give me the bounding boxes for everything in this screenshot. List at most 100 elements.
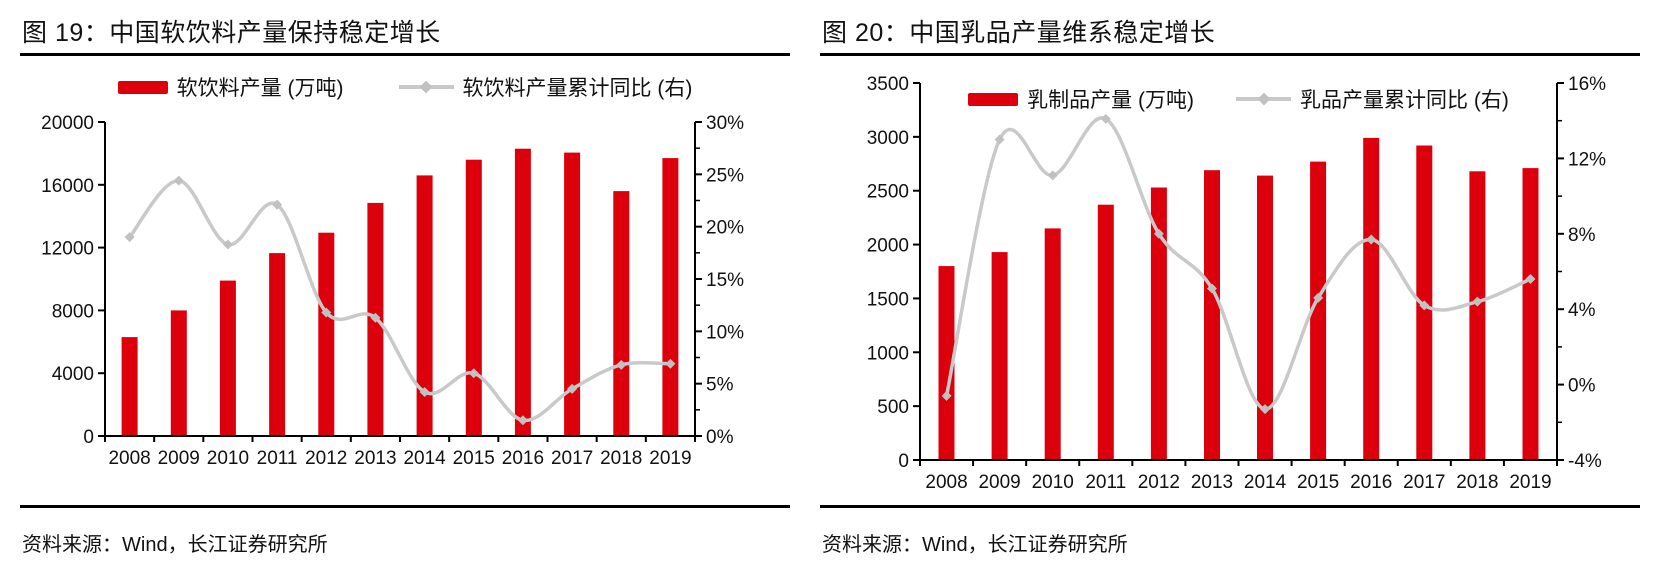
- figure-20-title-rule: [820, 53, 1640, 56]
- marker-2013: [370, 312, 381, 323]
- right-axis-label: 30%: [706, 113, 744, 134]
- bar-2014: [416, 175, 433, 436]
- x-axis-label-2009: 2009: [158, 448, 200, 469]
- marker-2019: [665, 358, 676, 369]
- bar-2015: [465, 159, 482, 436]
- yoy-line: [944, 116, 1533, 411]
- x-axis-label-2013: 2013: [354, 448, 396, 469]
- x-axis-label-2008: 2008: [925, 472, 967, 493]
- x-axis-label-2018: 2018: [600, 448, 642, 469]
- bar-2008: [938, 266, 955, 460]
- legend-item-line: 软饮料产量累计同比 (右): [398, 72, 693, 102]
- line-legend-label: 软饮料产量累计同比 (右): [462, 77, 693, 100]
- x-axis-label-2017: 2017: [551, 448, 593, 469]
- right-axis-label: 4%: [1568, 300, 1596, 321]
- bar-2016: [1363, 137, 1380, 460]
- marker-2018: [1472, 296, 1483, 307]
- x-axis-label-2018: 2018: [1456, 472, 1498, 493]
- bar-legend-label: 乳制品产量 (万吨): [1027, 89, 1194, 112]
- yoy-line: [127, 178, 673, 423]
- bar-legend-swatch: [117, 80, 168, 94]
- x-axis-label-2015: 2015: [1297, 472, 1339, 493]
- left-axis-label: 500: [877, 397, 909, 418]
- left-axis-label: 2500: [867, 182, 909, 203]
- bar-2010: [219, 280, 236, 436]
- x-axis-label-2013: 2013: [1191, 472, 1233, 493]
- bar-legend-label: 软饮料产量 (万吨): [176, 77, 344, 100]
- bar-2012: [1150, 187, 1167, 460]
- left-axis-label: 0: [898, 451, 909, 472]
- x-axis-label-2009: 2009: [978, 472, 1020, 493]
- x-axis-label-2011: 2011: [257, 448, 298, 469]
- left-axis-label: 3000: [867, 128, 909, 149]
- line-series: [941, 113, 1536, 415]
- line-series: [124, 175, 676, 426]
- figure-19-title-rule: [20, 53, 790, 56]
- marker-2014: [419, 387, 430, 398]
- bar-2009: [991, 252, 1008, 460]
- axes: 0 500 1000 1500 2000 2500 3000 3500 -4% 0% 4% 8% 12%…: [867, 74, 1606, 493]
- figure-19-bottom-rule: [20, 505, 790, 508]
- x-axis-label-2014: 2014: [403, 448, 446, 469]
- marker-2012: [1153, 228, 1164, 239]
- marker-2019: [1525, 274, 1536, 285]
- marker-2012: [321, 307, 332, 318]
- right-axis-label: 0%: [1568, 376, 1596, 397]
- x-axis-label-2019: 2019: [1509, 472, 1551, 493]
- line-legend-label: 乳品产量累计同比 (右): [1300, 89, 1509, 112]
- marker-2011: [272, 199, 283, 210]
- left-axis-label: 4000: [52, 364, 94, 385]
- right-axis-label: 25%: [706, 165, 744, 186]
- figure-19-title: 图 19：中国软饮料产量保持稳定增长: [22, 19, 441, 47]
- marker-2009: [994, 134, 1005, 145]
- bar-2016: [514, 148, 531, 436]
- x-axis-label-2012: 2012: [305, 448, 347, 469]
- x-axis-label-2014: 2014: [1244, 472, 1287, 493]
- marker-2013: [1206, 283, 1217, 294]
- marker-2015: [1313, 292, 1324, 303]
- marker-2008: [124, 232, 135, 243]
- legend-item-line: 乳品产量累计同比 (右): [1236, 84, 1509, 114]
- right-axis-label: 20%: [706, 218, 744, 239]
- x-axis-label-2016: 2016: [1350, 472, 1392, 493]
- line-legend-marker: [1236, 92, 1291, 106]
- left-axis-label: 1500: [867, 289, 909, 310]
- bar-2013: [1204, 170, 1220, 460]
- left-axis-label: 16000: [41, 176, 94, 197]
- left-axis-label: 8000: [52, 301, 94, 322]
- figure-20-bottom-rule: [820, 505, 1640, 508]
- bar-2019: [1522, 168, 1539, 460]
- x-axis-label-2015: 2015: [453, 448, 495, 469]
- bar-2011: [269, 253, 286, 436]
- x-axis-label-2016: 2016: [502, 448, 544, 469]
- x-axis-label-2008: 2008: [108, 448, 150, 469]
- marker-2014: [1260, 404, 1271, 415]
- left-axis-label: 1000: [867, 343, 909, 364]
- marker-2018: [616, 359, 627, 370]
- figure-20-legend: 乳制品产量 (万吨) 乳品产量累计同比 (右): [920, 84, 1557, 114]
- marker-2015: [468, 368, 479, 379]
- bar-legend-swatch: [968, 92, 1019, 106]
- axes: 0 4000 8000 12000 16000 20000 0% 5% 10% 15% 20% 25%…: [41, 113, 744, 469]
- marker-2016: [517, 415, 528, 426]
- right-axis-label: 8%: [1568, 225, 1596, 246]
- marker-2009: [173, 175, 184, 186]
- bar-2018: [1469, 171, 1486, 461]
- x-axis-label-2010: 2010: [1032, 472, 1074, 493]
- figure-20-title: 图 20：中国乳品产量维系稳定增长: [822, 19, 1216, 47]
- right-axis-label: 5%: [706, 375, 734, 396]
- bar-2018: [613, 191, 630, 436]
- bar-2008: [121, 337, 138, 436]
- x-axis-label-2012: 2012: [1138, 472, 1180, 493]
- line-legend-marker: [398, 80, 454, 94]
- bar-2019: [662, 158, 679, 436]
- x-axis-label-2011: 2011: [1085, 472, 1126, 493]
- left-axis-label: 3500: [867, 74, 909, 95]
- marker-2017: [1419, 300, 1430, 311]
- marker-2016: [1366, 234, 1377, 245]
- left-axis-label: 20000: [41, 113, 94, 134]
- marker-2010: [1047, 170, 1058, 181]
- legend-item-bar: 软饮料产量 (万吨): [117, 72, 344, 102]
- bar-2015: [1310, 161, 1327, 460]
- figure-19-soft-drink: 图 19：中国软饮料产量保持稳定增长 软饮料产量 (万吨) 软饮料产量累计同比 …: [20, 0, 790, 585]
